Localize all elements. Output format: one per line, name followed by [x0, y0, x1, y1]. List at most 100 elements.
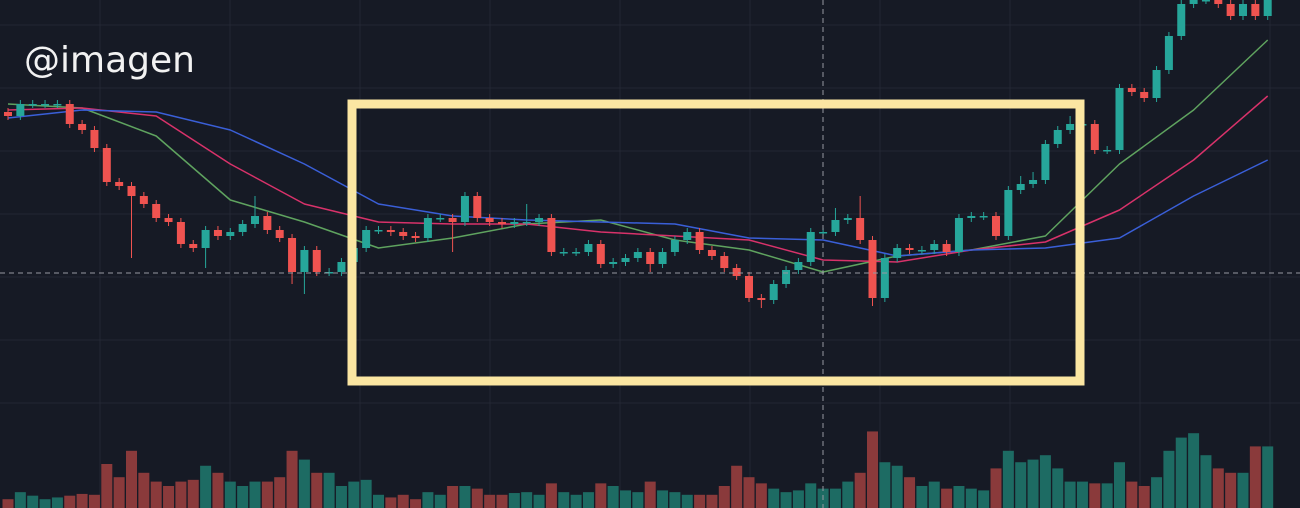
candle-body: [547, 218, 556, 252]
candle-body: [572, 252, 581, 254]
candle-body: [806, 232, 815, 262]
candle-body: [745, 276, 753, 298]
candle-body: [238, 224, 247, 232]
volume-bar: [879, 462, 891, 508]
volume-bar: [261, 481, 273, 508]
volume-bar: [620, 490, 631, 508]
volume-bar: [1175, 437, 1187, 508]
volume-bar: [335, 486, 347, 508]
volume-bar: [323, 472, 335, 508]
volume-bar: [101, 464, 113, 508]
candle-body: [1189, 0, 1198, 4]
candle-body: [769, 284, 778, 300]
volume-bar: [471, 488, 483, 508]
volume-bar: [1262, 446, 1274, 508]
volume-bar: [385, 497, 397, 508]
volume-bar: [2, 499, 14, 508]
candle-body: [1140, 92, 1149, 98]
volume-bar: [274, 477, 286, 508]
candle-body: [794, 262, 803, 270]
volume-bar: [1212, 468, 1224, 508]
volume-bar: [657, 490, 669, 508]
candle-body: [856, 218, 865, 240]
candle-body: [942, 244, 951, 252]
volume-bar: [496, 494, 508, 508]
volume-bar: [891, 465, 903, 508]
candle-body: [498, 222, 506, 224]
candle-body: [782, 270, 791, 284]
candle-body: [251, 216, 259, 224]
volume-bar: [1002, 450, 1014, 508]
volume-bar: [237, 486, 249, 508]
volume-bar: [508, 493, 520, 508]
volume-bar: [669, 492, 681, 508]
candle-body: [893, 248, 902, 258]
candle-body: [1053, 130, 1062, 144]
volume-bar: [1126, 481, 1138, 508]
candle-body: [288, 238, 297, 272]
volume-bar: [743, 477, 755, 508]
candle-body: [1164, 36, 1173, 70]
candle-body: [522, 222, 531, 224]
volume-bar: [1101, 483, 1113, 508]
volume-bar: [1114, 462, 1125, 508]
candle-body: [559, 252, 568, 254]
candle-body: [930, 244, 939, 250]
volume-bar: [1039, 455, 1051, 508]
candle-body: [1226, 4, 1235, 16]
volume-bar: [570, 494, 582, 508]
candle-body: [1041, 144, 1050, 180]
volume-bar: [607, 486, 619, 508]
volume-bar: [14, 492, 26, 508]
candle-body: [411, 236, 420, 238]
candle-body: [757, 298, 766, 300]
candle-body: [683, 232, 692, 240]
candle-body: [102, 148, 111, 182]
volume-bar: [928, 481, 940, 508]
volume-bar: [348, 481, 360, 508]
candle-body: [1090, 124, 1099, 150]
candle-body: [78, 124, 87, 130]
candle-body: [633, 252, 642, 258]
candle-body: [1263, 0, 1272, 16]
candle-body: [139, 196, 148, 204]
candle-body: [670, 240, 679, 252]
volume-bar: [286, 450, 298, 508]
volume-bar: [1064, 481, 1076, 508]
volume-bar: [1052, 468, 1064, 508]
candle-body: [831, 220, 840, 232]
volume-bar: [27, 495, 39, 508]
volume-bar: [990, 468, 1002, 508]
volume-bar: [484, 494, 496, 508]
candle-body: [127, 186, 136, 196]
volume-bar: [904, 477, 916, 508]
candle-body: [819, 232, 828, 234]
candle-body: [386, 230, 395, 232]
candle-body: [53, 104, 62, 106]
candle-body: [609, 262, 618, 264]
volume-bar: [373, 494, 384, 508]
volume-bar: [1163, 450, 1175, 508]
volume-bar: [694, 494, 706, 508]
candle-body: [979, 216, 988, 218]
candle-body: [510, 222, 519, 224]
candle-body: [189, 244, 198, 248]
candle-body: [90, 130, 99, 148]
candle-body: [621, 258, 630, 262]
volume-bar: [163, 486, 175, 508]
volume-bar: [212, 472, 224, 508]
candle-body: [473, 196, 482, 218]
candle-body: [720, 256, 729, 268]
candle-body: [1103, 150, 1112, 152]
volume-bar: [249, 481, 261, 508]
volume-bar: [521, 492, 533, 508]
volume-bar: [1138, 486, 1150, 508]
volume-bar: [64, 495, 76, 508]
candle-body: [917, 250, 926, 252]
candle-body: [213, 230, 222, 236]
volume-bar: [582, 492, 594, 508]
volume-bar: [311, 472, 323, 508]
